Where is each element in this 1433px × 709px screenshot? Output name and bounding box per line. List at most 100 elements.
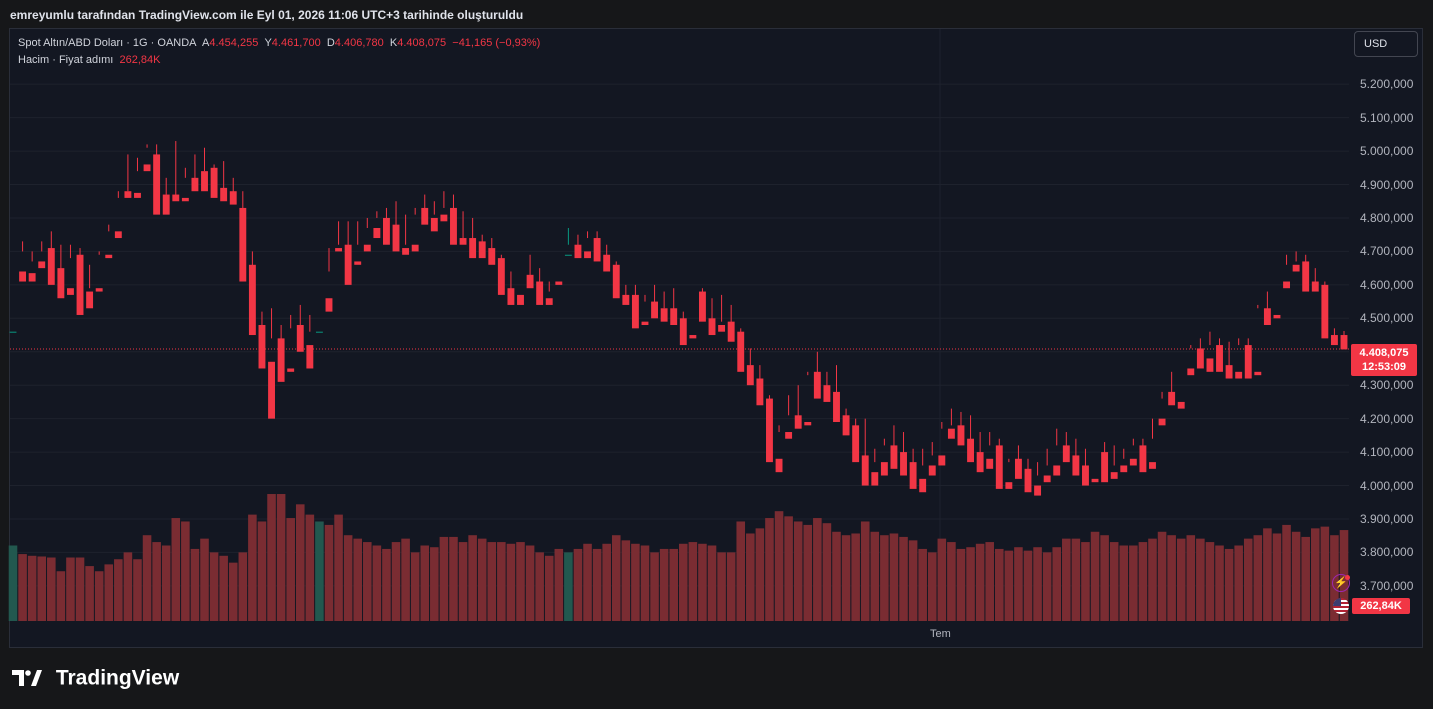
candle[interactable] <box>459 211 467 245</box>
candle[interactable] <box>766 395 773 463</box>
candle[interactable] <box>813 351 821 399</box>
candle[interactable] <box>804 371 812 426</box>
candle[interactable] <box>986 432 994 469</box>
candle[interactable] <box>651 284 659 319</box>
candle[interactable] <box>411 207 419 252</box>
candle[interactable] <box>976 432 984 473</box>
candle[interactable] <box>248 251 256 336</box>
legend-volume-label[interactable]: Hacim · Fiyat adımı <box>18 54 114 66</box>
candle[interactable] <box>584 231 591 259</box>
candle[interactable] <box>1158 391 1166 426</box>
candle[interactable] <box>1149 418 1156 469</box>
candle[interactable] <box>967 415 975 463</box>
candle[interactable] <box>1129 438 1137 466</box>
candle[interactable] <box>574 234 582 259</box>
candle[interactable] <box>1283 254 1290 289</box>
currency-button[interactable]: USD <box>1354 31 1418 57</box>
candle[interactable] <box>325 248 333 312</box>
candle[interactable] <box>335 221 343 252</box>
candle[interactable] <box>191 154 199 192</box>
candle[interactable] <box>1120 448 1128 473</box>
candle[interactable] <box>488 238 496 265</box>
candle[interactable] <box>823 371 831 402</box>
candle[interactable] <box>344 221 352 285</box>
candle[interactable] <box>670 288 678 325</box>
candle[interactable] <box>421 194 429 225</box>
candle[interactable] <box>900 432 907 476</box>
candle[interactable] <box>497 254 505 295</box>
candle[interactable] <box>785 395 793 439</box>
candle[interactable] <box>794 385 802 429</box>
candles[interactable] <box>9 141 1348 496</box>
candle[interactable] <box>737 328 745 372</box>
candle[interactable] <box>268 308 275 419</box>
candle[interactable] <box>1101 442 1109 483</box>
candle[interactable] <box>612 261 620 299</box>
candle[interactable] <box>57 244 65 299</box>
candle[interactable] <box>1062 432 1070 463</box>
candle[interactable] <box>660 291 668 322</box>
candle[interactable] <box>1014 445 1022 479</box>
candle[interactable] <box>9 268 17 333</box>
candle[interactable] <box>354 221 362 265</box>
candle[interactable] <box>220 161 228 202</box>
candle[interactable] <box>1053 428 1061 476</box>
candle[interactable] <box>1139 438 1147 473</box>
candle[interactable] <box>756 365 764 406</box>
flash-icon[interactable]: ⚡ <box>1332 574 1350 592</box>
candle[interactable] <box>947 408 955 439</box>
candle[interactable] <box>622 284 630 305</box>
candle[interactable] <box>210 164 218 198</box>
candle[interactable] <box>172 141 180 202</box>
candle[interactable] <box>928 442 936 476</box>
candle[interactable] <box>1330 328 1338 346</box>
candle[interactable] <box>938 421 946 466</box>
candle[interactable] <box>258 311 266 369</box>
candle[interactable] <box>631 284 639 329</box>
legend-symbol[interactable]: Spot Altın/ABD Doları · 1G · OANDA <box>18 37 196 49</box>
candle[interactable] <box>727 304 735 342</box>
candle[interactable] <box>861 418 869 486</box>
candle[interactable] <box>545 281 553 305</box>
candle[interactable] <box>718 294 726 332</box>
brand[interactable]: TradingView <box>12 666 179 692</box>
candle[interactable] <box>287 314 295 372</box>
candle[interactable] <box>28 251 36 282</box>
candle[interactable] <box>842 408 850 436</box>
candle[interactable] <box>47 231 55 285</box>
candle[interactable] <box>890 425 898 469</box>
candle[interactable] <box>1168 371 1176 406</box>
candle[interactable] <box>1024 458 1032 493</box>
candle[interactable] <box>1302 254 1310 292</box>
candle[interactable] <box>201 147 208 192</box>
candle[interactable] <box>469 217 477 259</box>
candle[interactable] <box>114 191 122 239</box>
candle[interactable] <box>708 298 716 336</box>
candle[interactable] <box>852 418 860 463</box>
candle[interactable] <box>995 438 1003 489</box>
candle[interactable] <box>880 438 888 476</box>
candle[interactable] <box>1340 331 1348 350</box>
candle[interactable] <box>1177 368 1185 409</box>
candle[interactable] <box>1235 338 1243 379</box>
candle[interactable] <box>641 294 649 325</box>
candle[interactable] <box>603 244 611 272</box>
candle[interactable] <box>1254 304 1262 376</box>
candle[interactable] <box>1263 291 1271 325</box>
candle[interactable] <box>76 248 84 315</box>
candle[interactable] <box>833 365 840 422</box>
candle[interactable] <box>1110 445 1118 479</box>
candle[interactable] <box>517 275 524 305</box>
candle[interactable] <box>440 191 448 222</box>
candle[interactable] <box>315 298 323 333</box>
candle[interactable] <box>507 271 515 305</box>
candle[interactable] <box>239 191 247 282</box>
candle[interactable] <box>1043 448 1051 483</box>
candle[interactable] <box>919 448 927 493</box>
candle[interactable] <box>1321 281 1329 339</box>
candle[interactable] <box>1091 452 1099 483</box>
candle[interactable] <box>1206 331 1214 372</box>
candle[interactable] <box>86 264 94 309</box>
candle[interactable] <box>679 311 687 346</box>
candle[interactable] <box>564 228 572 256</box>
